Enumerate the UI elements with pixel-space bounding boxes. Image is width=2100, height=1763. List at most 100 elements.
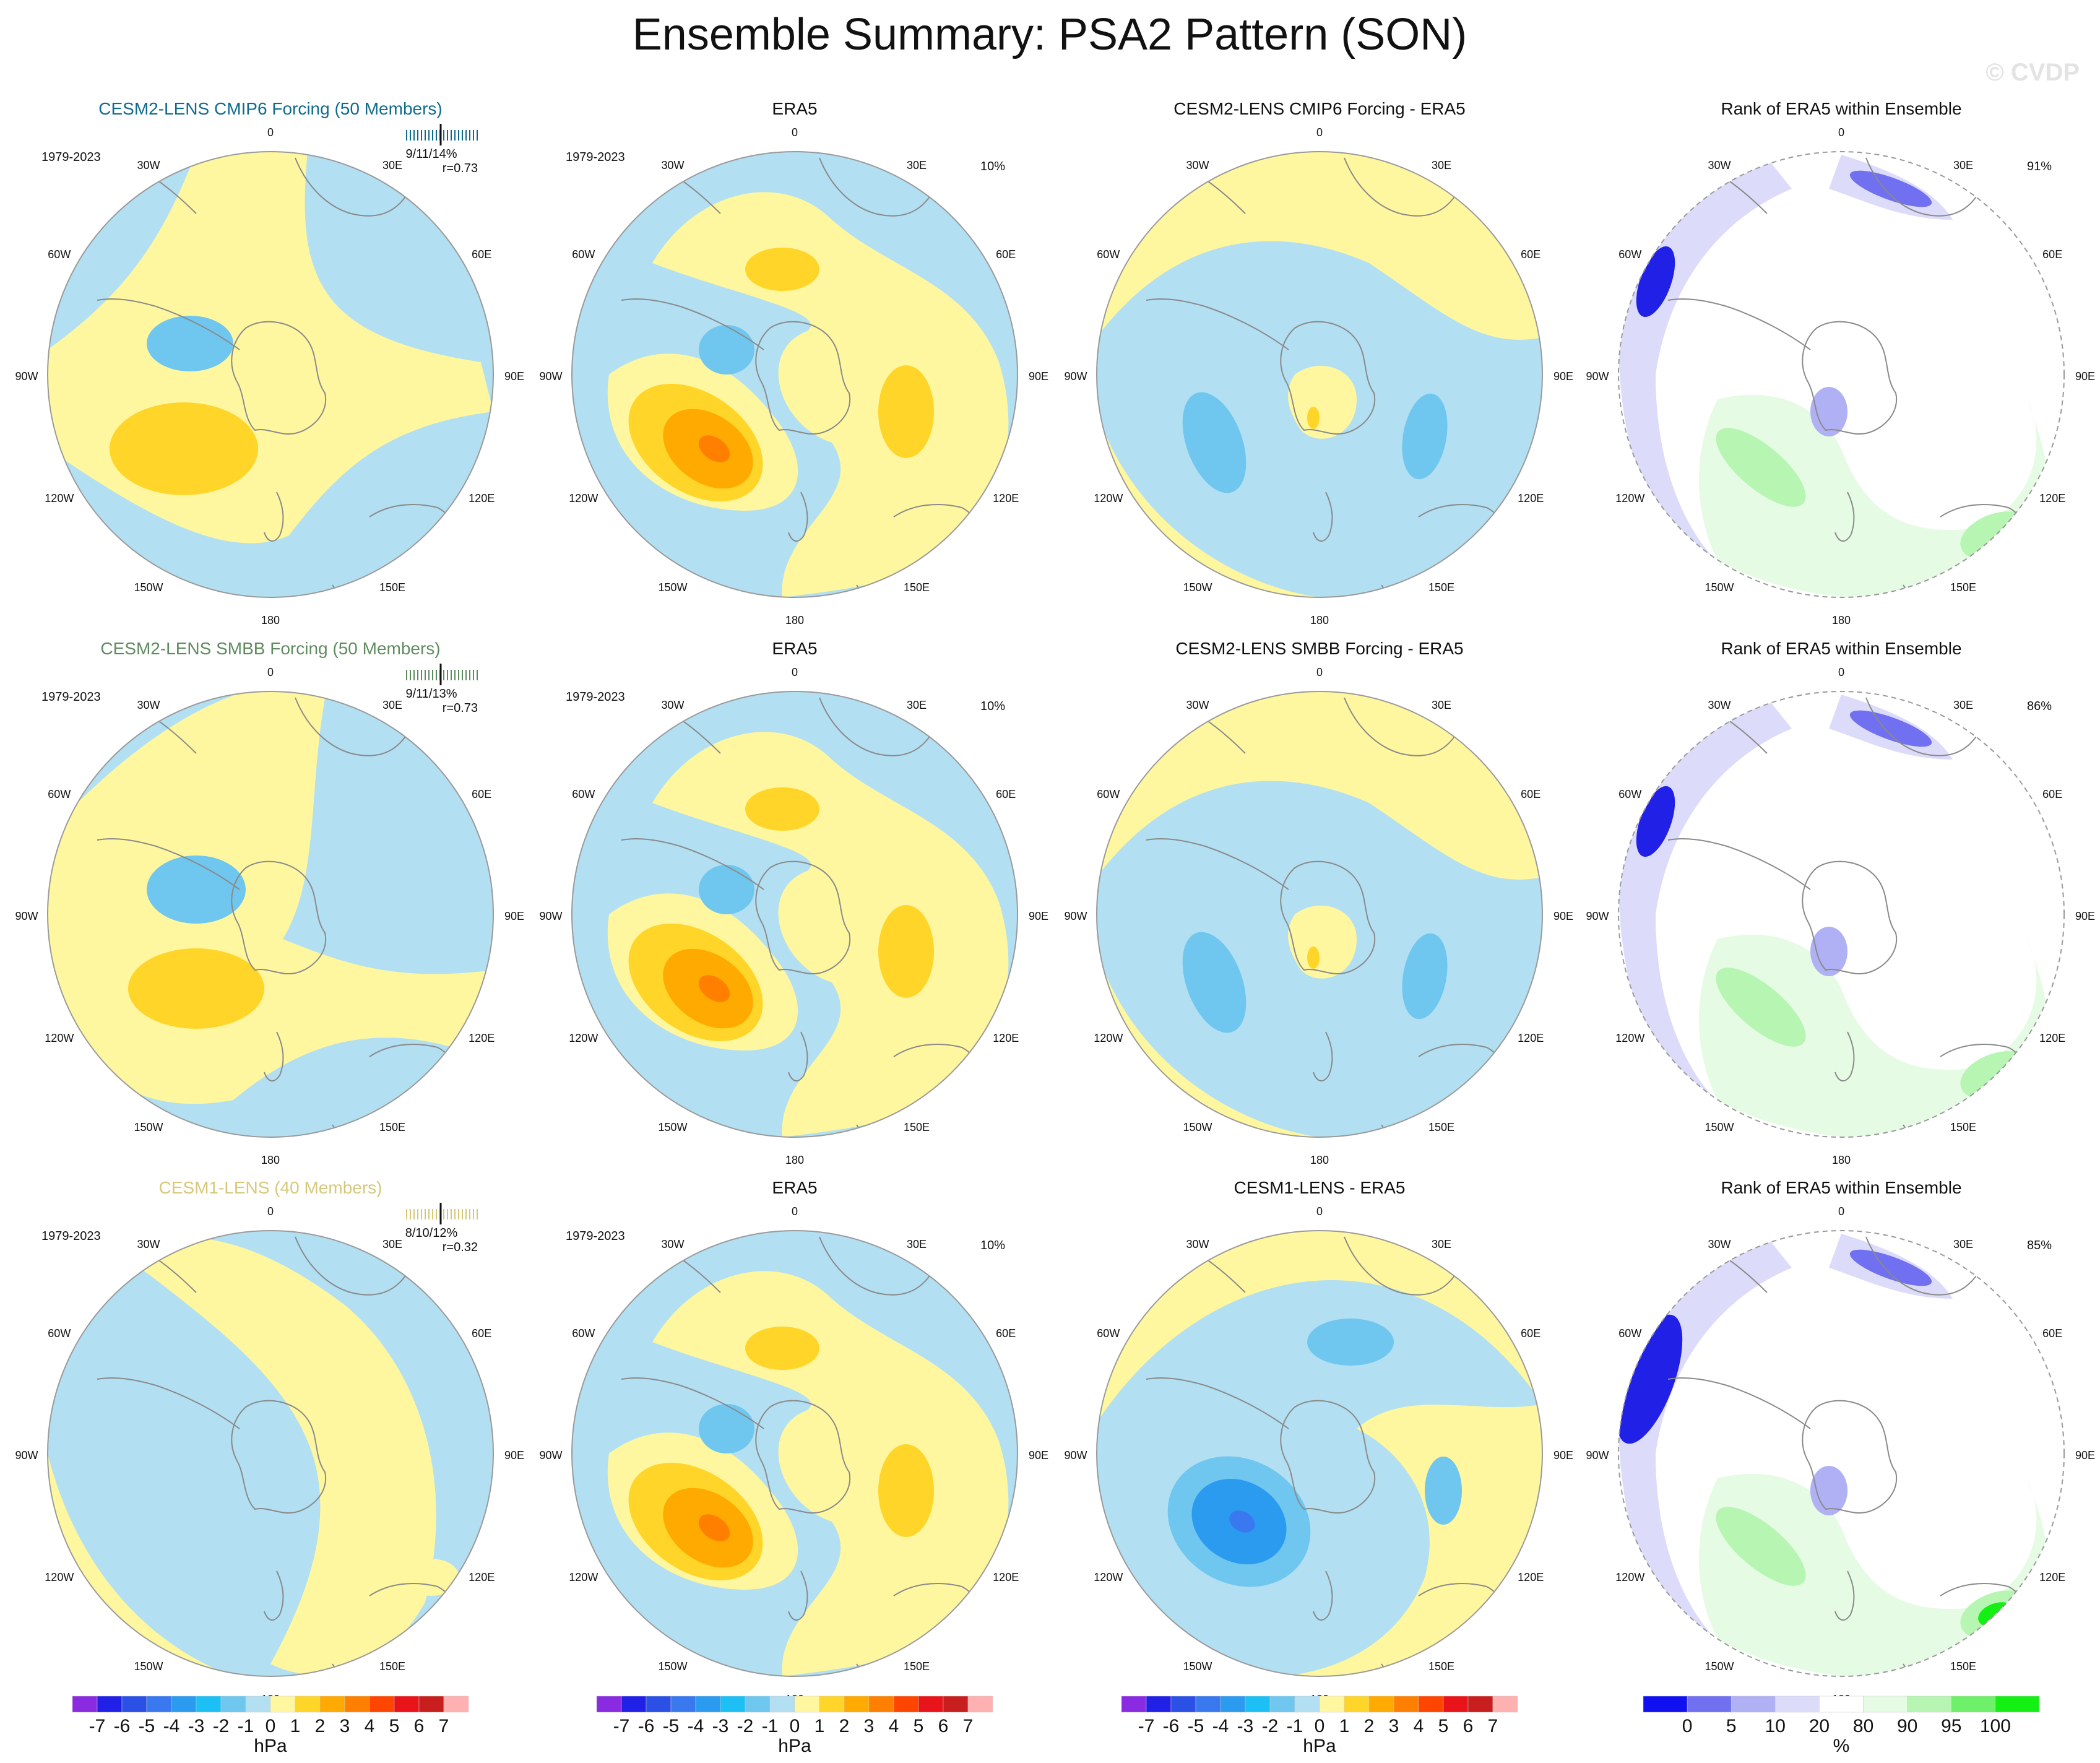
panel-row3-diff: 030E60E90E120E150E180150W120W90W60W30WCE… bbox=[1064, 1178, 1573, 1705]
colorbar-tick-label: 95 bbox=[1941, 1716, 1961, 1736]
map-boundary bbox=[47, 1230, 494, 1677]
lon-label-90e: 90E bbox=[1029, 370, 1048, 383]
years-label: 1979-2023 bbox=[41, 150, 101, 164]
panel-row1-diff: 0 30E 60E 90E 120E 150E 180 150W 120W 90W 60W 30W CE… bbox=[1064, 99, 1573, 626]
colorbar-swatch bbox=[72, 1696, 98, 1713]
lon-label-120w: 120W bbox=[1615, 492, 1644, 505]
colorbar-swatch bbox=[196, 1696, 222, 1713]
lon-label-90w: 90W bbox=[539, 370, 562, 383]
lon-label-90w: 90W bbox=[539, 1449, 562, 1462]
lon-label-120w: 120W bbox=[569, 492, 598, 505]
colorbar-tick-label: -7 bbox=[613, 1716, 630, 1736]
lon-label-60w: 60W bbox=[572, 788, 595, 800]
lon-label-180: 180 bbox=[1310, 1154, 1329, 1166]
colorbar-swatch bbox=[1121, 1696, 1147, 1713]
lon-label-90e: 90E bbox=[504, 370, 524, 383]
contour-field bbox=[1618, 1231, 2064, 1676]
colorbar-swatch bbox=[918, 1696, 944, 1713]
colorbar-tick-label: 6 bbox=[414, 1716, 425, 1736]
panel-title: CESM2-LENS CMIP6 Forcing (50 Members) bbox=[98, 99, 442, 118]
lon-label-30e: 30E bbox=[907, 1238, 927, 1250]
lon-label-30w: 30W bbox=[1708, 159, 1731, 171]
years-label: 1979-2023 bbox=[41, 690, 101, 704]
lon-label-90w: 90W bbox=[1586, 910, 1609, 922]
lon-label-30w: 30W bbox=[661, 699, 684, 711]
colorbar-tick-label: -7 bbox=[1138, 1716, 1155, 1736]
colorbar-tick-label: 0 bbox=[266, 1716, 276, 1736]
lon-label-30w: 30W bbox=[137, 699, 160, 711]
lon-label-90w: 90W bbox=[539, 910, 562, 922]
lon-label-0: 0 bbox=[792, 1205, 798, 1218]
panel-title: ERA5 bbox=[772, 99, 817, 118]
contour-field bbox=[1618, 691, 2064, 1137]
lon-label-150w: 150W bbox=[134, 1121, 163, 1133]
lon-label-60w: 60W bbox=[1097, 248, 1120, 261]
contour-field bbox=[572, 152, 1018, 597]
colorbar-tick-label: 2 bbox=[1364, 1716, 1375, 1736]
colorbar-tick-label: 0 bbox=[790, 1716, 800, 1736]
panel-row1-model: 0 30E 60E 90E 120E 150E 180 150W 120W 90W 60W 30W CE… bbox=[15, 99, 524, 626]
contour-field bbox=[48, 691, 493, 1137]
lon-label-60e: 60E bbox=[996, 788, 1016, 800]
lon-label-60e: 60E bbox=[1521, 788, 1540, 800]
colorbar-tick-label: -1 bbox=[1287, 1716, 1303, 1736]
lon-label-60e: 60E bbox=[472, 248, 491, 261]
panel-title: Rank of ERA5 within Ensemble bbox=[1721, 1178, 1961, 1197]
ensemble-stats: 9/11/13% bbox=[405, 687, 457, 701]
lon-label-90w: 90W bbox=[1586, 370, 1609, 383]
colorbar-tick-label: 0 bbox=[1682, 1716, 1693, 1736]
colorbar-tick-label: 7 bbox=[439, 1716, 449, 1736]
lon-label-60w: 60W bbox=[1618, 1327, 1641, 1340]
lon-label-60e: 60E bbox=[472, 788, 491, 800]
colorbar-swatch bbox=[1819, 1696, 1864, 1713]
lon-label-90w: 90W bbox=[15, 910, 38, 922]
colorbar-swatch bbox=[868, 1696, 894, 1713]
colorbar-unit: % bbox=[1833, 1736, 1850, 1756]
lon-label-30w: 30W bbox=[1186, 1238, 1209, 1250]
colorbar-tick-label: -4 bbox=[688, 1716, 704, 1736]
colorbar-swatch bbox=[1294, 1696, 1320, 1713]
colorbar-unit: hPa bbox=[254, 1736, 287, 1756]
years-label: 1979-2023 bbox=[41, 1229, 101, 1243]
lon-label-90e: 90E bbox=[1029, 1449, 1048, 1462]
colorbar-tick-label: 4 bbox=[365, 1716, 375, 1736]
colorbar-tick-label: -1 bbox=[762, 1716, 779, 1736]
lon-label-60w: 60W bbox=[48, 1327, 71, 1340]
lon-label-180: 180 bbox=[1310, 614, 1329, 626]
lon-label-30e: 30E bbox=[1953, 1238, 1973, 1250]
lon-label-120w: 120W bbox=[45, 492, 74, 505]
colorbar-tick-label: -5 bbox=[1188, 1716, 1204, 1736]
lon-label-120e: 120E bbox=[1518, 1032, 1544, 1044]
colorbar-hpa-3: -7 -6 -5 -4 -3 -2 -1 0 1 2 3 4 5 6 7 hPa bbox=[1121, 1696, 1518, 1756]
contour-field bbox=[1097, 691, 1542, 1137]
lon-label-30e: 30E bbox=[907, 699, 927, 711]
map-boundary bbox=[1618, 151, 2065, 598]
lon-label-150e: 150E bbox=[904, 1660, 930, 1673]
lon-label-120w: 120W bbox=[45, 1032, 74, 1044]
lon-label-90e: 90E bbox=[1029, 910, 1048, 922]
lon-label-180: 180 bbox=[1832, 614, 1851, 626]
obs-percent: 10% bbox=[980, 700, 1005, 713]
colorbar-swatch bbox=[745, 1696, 771, 1713]
colorbar-swatch bbox=[270, 1696, 296, 1713]
colorbar-swatch bbox=[1863, 1696, 1908, 1713]
lon-label-120e: 120E bbox=[2039, 1032, 2065, 1044]
panel-title: ERA5 bbox=[772, 1178, 817, 1197]
rank-percent: 86% bbox=[2027, 700, 2052, 713]
lon-label-60w: 60W bbox=[1618, 788, 1641, 800]
lon-label-150e: 150E bbox=[904, 581, 930, 594]
lon-label-30w: 30W bbox=[661, 1238, 684, 1250]
colorbar-swatch bbox=[344, 1696, 370, 1713]
panel-title: ERA5 bbox=[772, 639, 817, 658]
colorbar-tick-label: -3 bbox=[712, 1716, 729, 1736]
colorbar-tick-label: 3 bbox=[1389, 1716, 1399, 1736]
colorbar-tick-label: -5 bbox=[663, 1716, 680, 1736]
colorbar-percent: 0 5 10 20 80 90 95 100% bbox=[1643, 1696, 2040, 1756]
colorbar-swatch bbox=[1643, 1696, 1688, 1713]
lon-label-150e: 150E bbox=[1428, 1660, 1454, 1673]
colorbar-tick-label: -7 bbox=[89, 1716, 106, 1736]
colorbar-tick-label: 20 bbox=[1809, 1716, 1830, 1736]
lon-label-180: 180 bbox=[1832, 1154, 1851, 1166]
map-boundary bbox=[571, 691, 1018, 1138]
